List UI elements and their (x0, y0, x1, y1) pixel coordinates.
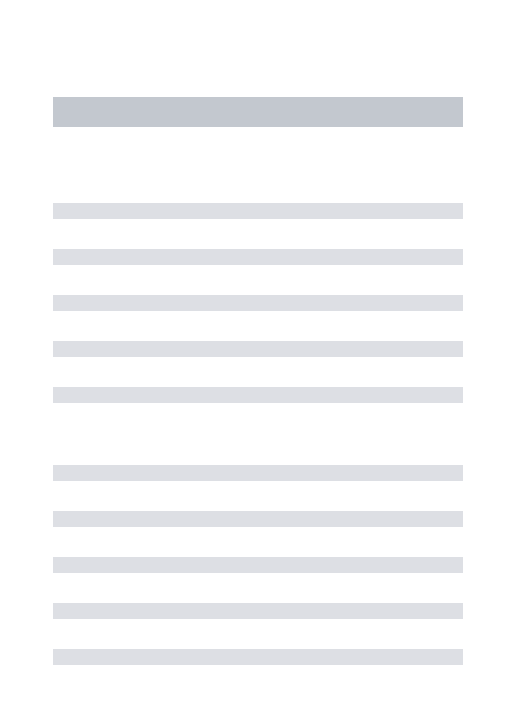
skeleton-paragraph (53, 465, 463, 665)
skeleton-line (53, 295, 463, 311)
skeleton-line (53, 649, 463, 665)
skeleton-line (53, 465, 463, 481)
skeleton-line (53, 249, 463, 265)
skeleton-line (53, 557, 463, 573)
skeleton-title-bar (53, 97, 463, 127)
skeleton-paragraph (53, 203, 463, 403)
skeleton-line (53, 387, 463, 403)
skeleton-line (53, 203, 463, 219)
skeleton-line (53, 341, 463, 357)
skeleton-container (0, 0, 516, 665)
skeleton-line (53, 603, 463, 619)
skeleton-line (53, 511, 463, 527)
